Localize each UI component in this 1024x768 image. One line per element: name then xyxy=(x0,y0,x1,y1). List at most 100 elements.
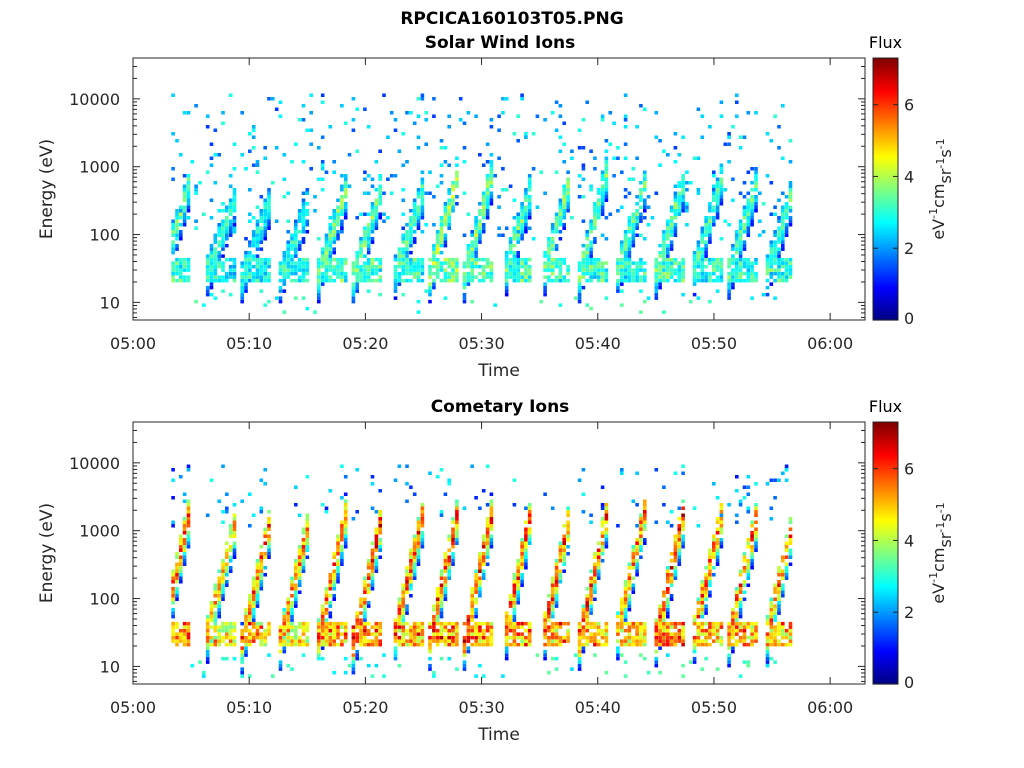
heatmap-cell xyxy=(620,289,624,293)
heatmap-cell xyxy=(409,257,413,262)
heatmap-cell xyxy=(366,275,371,279)
heatmap-cell xyxy=(443,590,448,594)
heatmap-cell xyxy=(297,590,302,594)
heatmap-cell xyxy=(244,614,248,619)
heatmap-cell xyxy=(604,167,609,171)
heatmap-cell xyxy=(769,271,774,276)
heatmap-cell xyxy=(478,594,482,598)
colorbar-segment xyxy=(873,306,898,310)
heatmap-cell xyxy=(746,111,751,115)
heatmap-cell xyxy=(550,625,555,629)
heatmap-cell xyxy=(631,230,636,234)
heatmap-cell xyxy=(715,289,720,293)
heatmap-cell xyxy=(182,111,187,115)
heatmap-cell xyxy=(566,513,570,517)
heatmap-cell xyxy=(777,271,781,276)
heatmap-cell xyxy=(343,545,348,549)
heatmap-cell xyxy=(669,594,674,598)
heatmap-cell xyxy=(282,649,287,654)
heatmap-cell xyxy=(715,562,720,566)
heatmap-cell xyxy=(666,153,670,157)
heatmap-cell xyxy=(735,268,739,272)
heatmap-cell xyxy=(405,632,409,636)
heatmap-cell xyxy=(282,268,287,272)
heatmap-cell xyxy=(512,478,517,482)
heatmap-cell xyxy=(340,625,344,629)
heatmap-cell xyxy=(512,261,517,265)
heatmap-cell xyxy=(550,261,555,265)
heatmap-cell xyxy=(547,247,551,251)
heatmap-cell xyxy=(267,97,271,101)
heatmap-cell xyxy=(715,198,720,202)
heatmap-cell xyxy=(232,527,237,531)
heatmap-cell xyxy=(439,250,444,255)
heatmap-cell xyxy=(466,261,471,265)
heatmap-cell xyxy=(508,261,513,265)
heatmap-cell xyxy=(627,597,632,601)
heatmap-cell xyxy=(516,597,520,601)
heatmap-cell xyxy=(351,97,356,101)
heatmap-cell xyxy=(186,268,191,272)
heatmap-cell xyxy=(508,247,513,251)
y-tick-label: 10 xyxy=(100,657,120,676)
heatmap-cell xyxy=(658,670,662,675)
heatmap-cell xyxy=(221,635,225,640)
heatmap-cell xyxy=(746,475,751,479)
heatmap-cell xyxy=(666,261,670,265)
heatmap-cell xyxy=(524,223,528,227)
heatmap-cell xyxy=(620,604,624,608)
heatmap-cell xyxy=(524,559,528,563)
heatmap-cell xyxy=(784,548,789,552)
heatmap-cell xyxy=(409,233,413,237)
heatmap-cell xyxy=(581,646,586,650)
heatmap-cell xyxy=(527,538,532,542)
heatmap-cell xyxy=(474,275,478,279)
heatmap-cell xyxy=(217,240,221,244)
heatmap-cell xyxy=(286,191,290,195)
heatmap-cell xyxy=(512,243,517,248)
heatmap-cell xyxy=(259,212,264,216)
heatmap-cell xyxy=(213,128,218,132)
heatmap-cell xyxy=(182,212,187,216)
heatmap-cell xyxy=(363,264,367,269)
heatmap-cell xyxy=(478,639,482,643)
heatmap-cell xyxy=(470,635,474,640)
heatmap-cell xyxy=(240,299,244,304)
heatmap-cell xyxy=(562,216,566,220)
heatmap-cell xyxy=(481,275,486,279)
heatmap-cell xyxy=(635,566,639,570)
heatmap-cell xyxy=(781,642,785,647)
heatmap-cell xyxy=(784,464,789,468)
heatmap-cell xyxy=(412,555,417,559)
heatmap-cell xyxy=(439,621,444,626)
heatmap-cell xyxy=(712,566,716,570)
heatmap-cell xyxy=(305,306,310,311)
heatmap-cell xyxy=(658,646,662,650)
heatmap-cell xyxy=(666,237,670,241)
heatmap-cell xyxy=(727,278,731,283)
heatmap-cell xyxy=(485,271,490,276)
heatmap-cell xyxy=(631,625,636,629)
heatmap-cell xyxy=(566,205,570,209)
heatmap-cell xyxy=(581,604,586,608)
heatmap-cell xyxy=(455,531,459,535)
heatmap-cell xyxy=(593,635,597,640)
heatmap-cell xyxy=(562,538,566,542)
heatmap-cell xyxy=(255,597,260,601)
heatmap-cell xyxy=(435,184,440,188)
heatmap-cell xyxy=(221,254,225,258)
heatmap-cell xyxy=(727,135,731,139)
heatmap-cell xyxy=(439,601,444,605)
heatmap-cell xyxy=(558,552,563,556)
heatmap-cell xyxy=(432,639,436,643)
heatmap-cell xyxy=(478,230,482,234)
heatmap-cell xyxy=(340,552,344,556)
heatmap-cell xyxy=(294,562,298,566)
heatmap-cell xyxy=(470,299,474,304)
heatmap-cell xyxy=(412,621,417,626)
heatmap-cell xyxy=(363,590,367,594)
heatmap-cell xyxy=(700,625,705,629)
heatmap-cell xyxy=(478,663,482,668)
heatmap-cell xyxy=(527,209,532,213)
heatmap-cell xyxy=(435,639,440,643)
